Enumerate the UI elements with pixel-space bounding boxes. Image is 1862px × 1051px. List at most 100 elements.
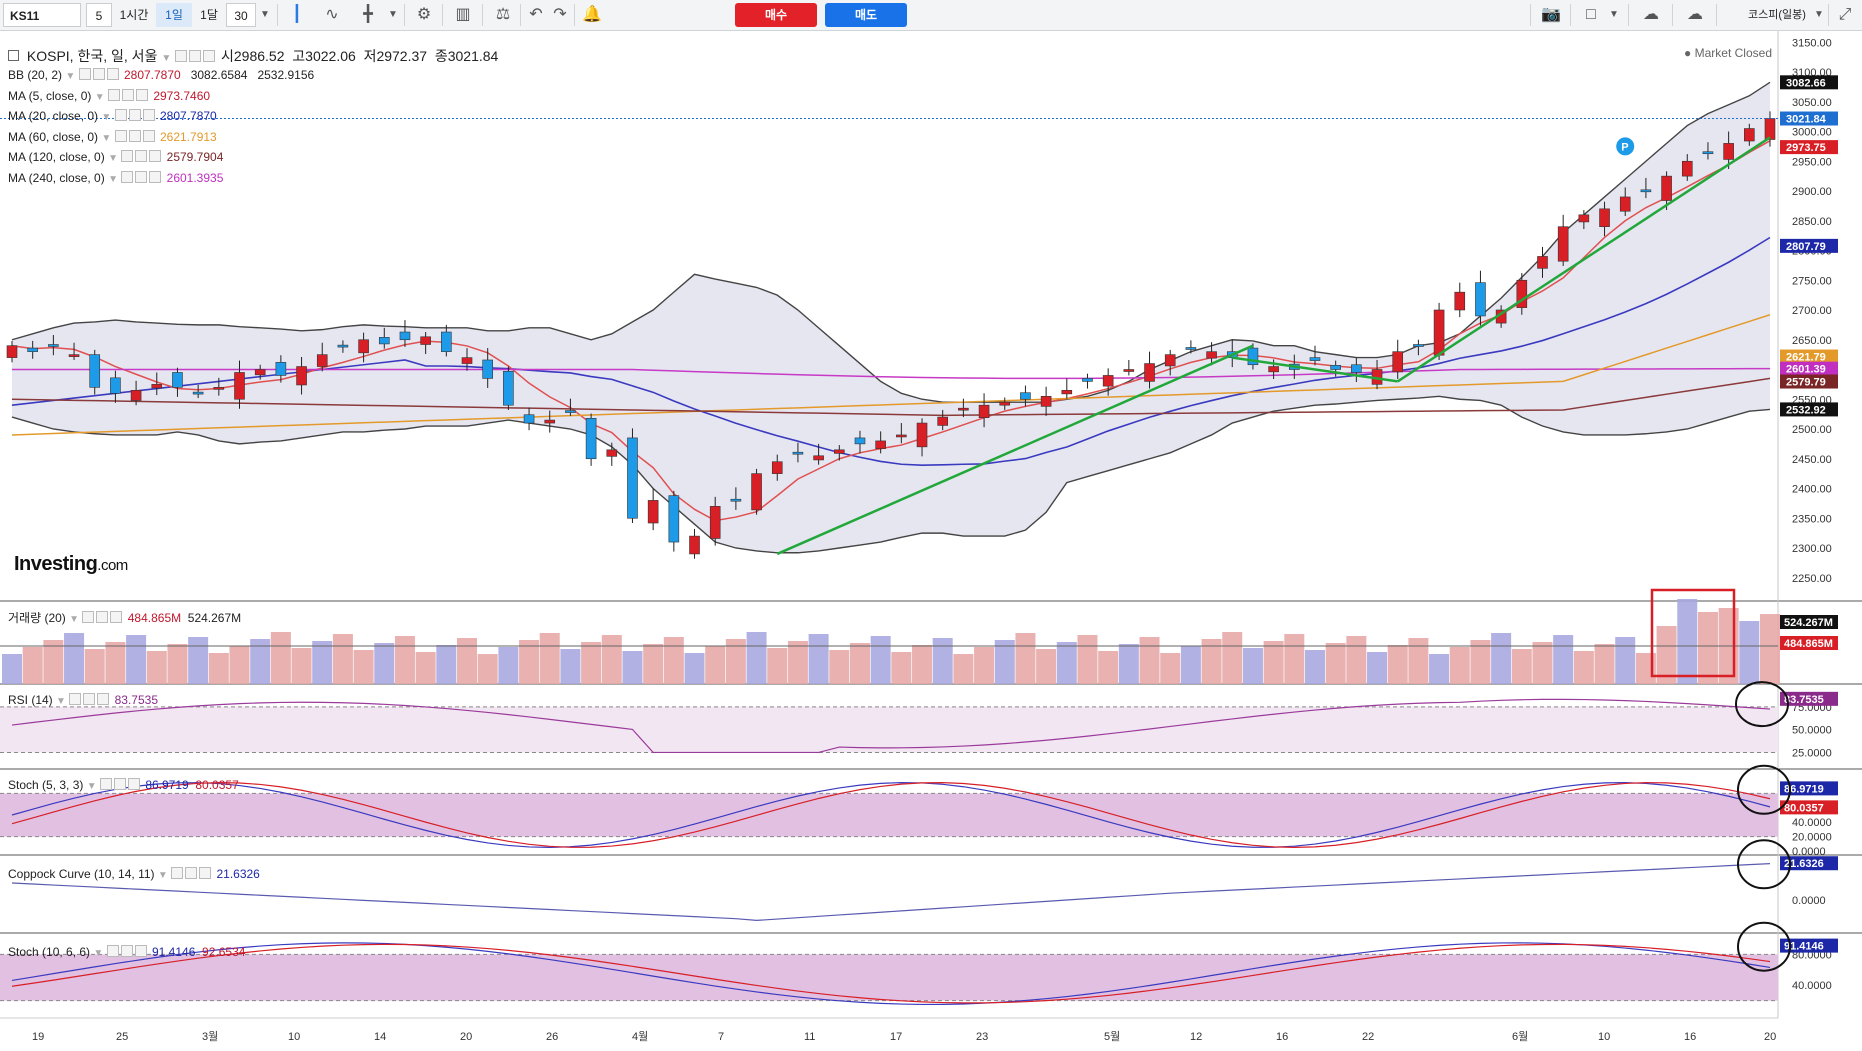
camera-icon[interactable]: 📷 [1541,6,1561,23]
compare-icon[interactable]: ⚖ [495,6,511,23]
bollinger-lower [11,395,1771,554]
candle-body [792,451,804,455]
indicator-row-1: MA (5, close, 0) ▼ 2973.7460 [8,88,220,103]
candlestick-icon[interactable]: ┃ [292,6,302,23]
stoch2-band [0,954,1778,1001]
candle-body [1247,347,1259,366]
candle-body [1619,196,1631,212]
interval-1m-button[interactable]: 1달 [200,8,218,22]
chevron-down-icon[interactable]: ▼ [161,53,172,64]
volume-bar [849,643,870,684]
candle-body [234,372,245,400]
bollinger-band-fill [12,82,1770,553]
time-axis-tick: 16 [1684,1031,1696,1043]
indicator-row-0: BB (20, 2) ▼ 2807.7870 3082.6584 2532.9156 [8,68,324,82]
candle-body [1330,365,1341,370]
open-value: 2986.52 [233,48,285,64]
candle-body [296,366,307,386]
candle-body [275,362,287,376]
volume-bar [1408,638,1429,684]
volume-bar [270,632,291,684]
price-axis-tick: 3050.00 [1792,97,1832,109]
volume-bar [1118,644,1139,684]
cloud-save-icon[interactable]: ☁ [1687,6,1703,23]
candle-body [689,535,700,555]
undo-icon[interactable]: ↶ [529,6,543,23]
price-tag-bg [1780,374,1838,389]
chevron-down-icon[interactable]: ▼ [1609,9,1619,20]
alert-icon[interactable]: 🔔 [582,6,602,23]
candle-body [1640,189,1652,193]
candle-body [937,416,949,426]
time-axis-tick: 10 [1598,1031,1610,1043]
volume-bar [1284,634,1305,684]
coppock-tag: 21.6326 [1784,858,1824,870]
annotation-circle [1737,921,1791,972]
drawing-tool-icon[interactable]: ╋ [363,6,373,23]
candle-body [1681,160,1693,177]
candle-body [1578,214,1590,223]
candle-body [958,407,969,411]
volume-bar [1449,647,1470,684]
price-tag-bg [1780,140,1838,155]
indicator-icon[interactable]: ▥ [455,6,471,23]
settings-icon[interactable]: ⚙ [416,6,432,23]
volume-bar [374,643,395,684]
volume-bar [1056,642,1077,684]
index-select[interactable]: 코스피(일봉) [1748,9,1806,21]
indicator-label: MA (20, close, 0) [8,109,99,123]
candle-body [213,387,225,390]
stoch1-d-tag: 80.0357 [1784,802,1824,814]
volume-bar [1242,648,1263,684]
price-tag-bg [1780,238,1838,253]
collapse-icon[interactable] [8,50,19,61]
volume-bar [767,648,788,684]
close-icon [106,68,119,80]
close-icon[interactable] [203,50,216,62]
interval-1h-button[interactable]: 1시간 [119,8,149,22]
market-status: ● Market Closed [1684,46,1772,60]
volume-tag-label: 524.267M [1784,617,1833,629]
gear-icon[interactable] [189,50,202,62]
volume-bar [829,650,850,684]
sell-button[interactable]: 매도 [825,3,907,27]
close-icon [149,170,162,183]
time-axis-tick: 10 [288,1031,300,1043]
volume-bar [560,649,581,684]
stoch1-axis-tick: 0.0000 [1792,846,1826,858]
layout-icon[interactable]: □ [1586,6,1596,23]
volume-bar [1304,650,1325,684]
stoch1-k-line [11,782,1771,848]
close-value: 3021.84 [447,48,499,64]
chevron-down-icon[interactable]: ▼ [388,9,398,20]
toolbar: KS11 5 1시간 1일 1달 30 ▼ ┃ ∿ ╋ ▼ ⚙ ▥ ⚖ ↶ ↷ … [0,0,1862,31]
eye-icon[interactable] [175,50,188,62]
annotation-circle [1735,681,1789,728]
candle-body [1144,363,1155,382]
price-axis-tick: 2750.00 [1792,275,1832,287]
indicator-value: 2973.7460 [153,88,211,103]
volume-bar [932,638,953,684]
line-chart-icon[interactable]: ∿ [325,6,339,23]
chevron-down-icon[interactable]: ▼ [260,9,270,20]
close-icon [142,129,155,142]
chevron-down-icon[interactable]: ▼ [1814,9,1824,20]
interval-1d-button[interactable]: 1일 [156,3,192,27]
redo-icon[interactable]: ↷ [553,6,567,23]
candle-body [565,410,576,413]
fullscreen-icon[interactable]: ⤢ [1838,6,1852,23]
cloud-load-icon[interactable]: ☁ [1643,6,1659,23]
volume-bar [498,647,519,684]
chart-title: KOSPI, 한국, 일, 서울 [26,48,158,64]
volume-bar [188,637,209,684]
bars-input[interactable]: 30 [226,3,256,27]
candle-body [1040,395,1052,407]
candle-body [1433,309,1445,356]
chart-area[interactable]: P3150.003100.003050.003000.002950.002900… [0,31,1862,1051]
eye-icon [114,129,127,142]
interval-input[interactable]: 5 [86,3,112,27]
symbol-input[interactable]: KS11 [3,3,81,27]
volume-bar [1429,654,1450,684]
time-axis-tick: 20 [1764,1031,1776,1043]
buy-button[interactable]: 매수 [735,3,817,27]
